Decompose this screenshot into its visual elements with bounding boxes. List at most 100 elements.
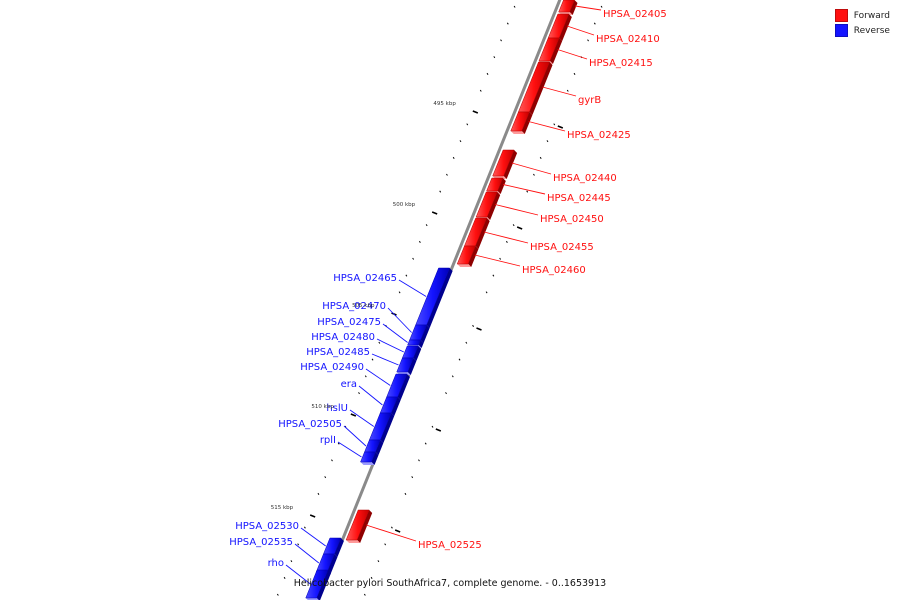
gene-HPSA_02525[interactable]	[345, 509, 370, 541]
major-tick	[309, 514, 316, 518]
gene-label[interactable]: HPSA_02470	[322, 301, 386, 312]
tick-mark-right	[587, 39, 589, 42]
tick-mark-left	[290, 560, 293, 563]
gene-HPSA_02460-side	[468, 246, 479, 267]
tick-mark-right	[424, 442, 427, 445]
gene-HPSA_02440[interactable]	[492, 149, 515, 177]
gene-label[interactable]: HPSA_02410	[596, 34, 660, 45]
tick-mark-left	[418, 240, 421, 243]
gene-HPSA_02525-side	[357, 510, 373, 543]
gene-label[interactable]: HPSA_02525	[418, 540, 482, 551]
tick-mark-right	[363, 593, 366, 596]
gene-label[interactable]: HPSA_02425	[567, 130, 631, 141]
gene-HPSA_02470-side	[420, 325, 430, 343]
gene-label[interactable]: HPSA_02405	[603, 9, 667, 20]
gene-label[interactable]: HPSA_02485	[306, 347, 370, 358]
gene-rho[interactable]	[305, 569, 329, 599]
scale-labels: 495 kbp 500 kbp 505 kbp 510 kbp 515 kbp	[271, 101, 457, 511]
gene-HPSA_02425-bottom	[510, 131, 525, 134]
major-tick	[350, 413, 357, 417]
gene-label[interactable]: HPSA_02490	[300, 362, 364, 373]
gene-features	[305, 0, 578, 600]
tick-mark-left	[331, 459, 333, 462]
major-tick	[472, 110, 479, 114]
gene-leader-line	[575, 5, 602, 11]
tick-mark-right	[465, 341, 468, 344]
gene-label[interactable]: rho	[268, 558, 284, 569]
gene-label[interactable]: HPSA_02445	[547, 193, 611, 204]
major-tick	[394, 529, 401, 533]
gene-label[interactable]: HPSA_02440	[553, 173, 617, 184]
gene-HPSA_02490-side	[397, 374, 410, 400]
gene-era-side	[391, 397, 401, 416]
gene-leader-line	[294, 543, 320, 564]
tick-mark-left	[439, 190, 442, 193]
gene-HPSA_02460[interactable]	[456, 245, 476, 265]
gene-leader-line	[474, 254, 521, 267]
tick-mark-right	[404, 492, 407, 495]
gene-rho-side	[316, 570, 332, 600]
reverse-swatch	[834, 24, 848, 37]
legend: Forward Reverse	[834, 8, 890, 38]
gene-label[interactable]: HPSA_02535	[229, 537, 293, 548]
tick-mark-left	[303, 526, 306, 529]
gene-label[interactable]: HPSA_02455	[530, 242, 594, 253]
gene-label[interactable]: HPSA_02505	[278, 419, 342, 430]
gene-label[interactable]: hslU	[326, 403, 348, 414]
tick-mark-left	[276, 593, 279, 596]
gene-rplI[interactable]	[360, 451, 376, 463]
gene-label[interactable]: HPSA_02460	[522, 265, 586, 276]
gene-hslU-side	[380, 413, 395, 443]
legend-label-reverse: Reverse	[853, 25, 890, 36]
tick-mark-left	[364, 375, 367, 378]
gene-HPSA_02415[interactable]	[538, 37, 560, 62]
gene-label[interactable]: HPSA_02480	[311, 332, 375, 343]
tick-mark-left	[337, 442, 340, 445]
gene-label[interactable]: HPSA_02465	[333, 273, 397, 284]
gene-HPSA_02445[interactable]	[486, 177, 504, 192]
gene-HPSA_02445-side	[497, 178, 506, 194]
gene-leader-line	[542, 86, 577, 97]
gene-leader-line	[382, 323, 408, 343]
gene-leader-line	[285, 564, 311, 585]
gene-label[interactable]: HPSA_02450	[540, 214, 604, 225]
tick-mark-right	[472, 324, 474, 327]
tick-mark-left	[405, 274, 408, 277]
gene-leader-line	[511, 162, 552, 175]
gene-HPSA_02455-side	[475, 218, 490, 249]
gene-HPSA_02485[interactable]	[396, 357, 414, 373]
major-tick	[557, 125, 564, 129]
gene-HPSA_02535-side	[327, 554, 338, 575]
tick-mark-right	[573, 72, 576, 75]
tick-mark-left	[506, 22, 509, 25]
gene-label[interactable]: era	[341, 379, 357, 390]
gene-leader-line	[337, 441, 362, 458]
gene-HPSA_02530-side	[334, 538, 344, 557]
gene-label[interactable]: HPSA_02475	[317, 317, 381, 328]
gene-label[interactable]: gyrB	[578, 95, 601, 106]
gene-label[interactable]: rplI	[320, 435, 336, 446]
gene-label[interactable]: HPSA_02415	[589, 58, 653, 69]
gene-HPSA_02405[interactable]	[558, 0, 575, 13]
tick-mark-right	[539, 156, 542, 159]
gene-label[interactable]: HPSA_02530	[235, 521, 299, 532]
tick-mark-left	[297, 543, 300, 546]
gene-leader-line	[566, 25, 595, 36]
tick-mark-right	[492, 274, 495, 277]
gene-HPSA_02450-side	[487, 192, 501, 220]
legend-label-forward: Forward	[853, 10, 890, 21]
gene-labels: HPSA_02405 HPSA_02410 HPSA_02415 gyrB HPSA_0…	[229, 5, 667, 585]
tick-mark-right	[600, 5, 603, 8]
gene-leader-line	[495, 204, 539, 216]
gene-leader-line	[358, 385, 383, 406]
gene-HPSA_02425[interactable]	[510, 111, 530, 132]
gene-HPSA_02475[interactable]	[407, 339, 421, 346]
gene-HPSA_02450[interactable]	[475, 191, 498, 218]
gene-HPSA_02480-side	[413, 346, 422, 361]
gene-rplI-side	[371, 452, 379, 465]
tick-mark-left	[500, 39, 502, 42]
gene-rplI-bottom	[360, 462, 375, 465]
tick-mark-right	[553, 123, 556, 126]
major-tick	[516, 226, 523, 230]
